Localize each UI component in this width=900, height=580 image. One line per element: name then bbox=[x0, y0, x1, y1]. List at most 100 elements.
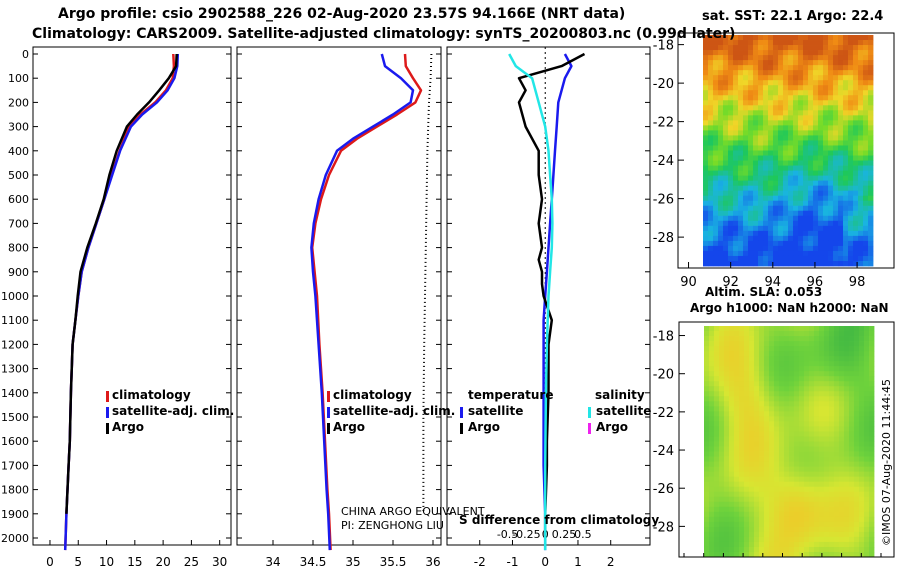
sst-cell bbox=[738, 120, 744, 126]
sst-cell bbox=[783, 230, 789, 237]
sla-cell bbox=[829, 551, 835, 558]
sla-cell bbox=[804, 411, 810, 417]
sst-cell bbox=[803, 140, 809, 146]
sst-cell bbox=[838, 110, 844, 116]
sla-cell bbox=[814, 456, 820, 462]
sla-cell bbox=[814, 541, 820, 548]
sla-cell bbox=[744, 516, 750, 523]
sla-cell bbox=[759, 406, 765, 412]
sst-cell bbox=[828, 105, 834, 111]
sst-cell bbox=[823, 175, 829, 182]
sst-cell bbox=[763, 60, 769, 66]
sla-cell bbox=[804, 516, 810, 523]
sla-cell bbox=[764, 521, 770, 528]
sst-cell bbox=[773, 220, 779, 227]
sst-cell bbox=[818, 210, 824, 217]
sla-cell bbox=[779, 386, 785, 392]
sst-cell bbox=[723, 95, 729, 101]
sla-cell bbox=[794, 531, 800, 538]
sst-cell bbox=[713, 45, 719, 51]
sla-cell bbox=[824, 376, 830, 382]
sst-cell bbox=[738, 100, 744, 106]
sst-cell bbox=[788, 170, 794, 177]
sst-cell bbox=[808, 95, 814, 101]
sst-cell bbox=[843, 120, 849, 126]
sla-cell bbox=[774, 421, 780, 427]
sla-cell bbox=[809, 456, 815, 462]
sst-cell bbox=[803, 55, 809, 61]
sst-cell bbox=[728, 155, 734, 161]
sst-cell bbox=[713, 240, 719, 247]
sst-cell bbox=[813, 195, 819, 202]
sla-cell bbox=[709, 401, 715, 407]
sst-cell bbox=[848, 60, 854, 66]
sla-cell bbox=[849, 336, 855, 342]
sst-cell bbox=[818, 220, 824, 227]
sla-cell bbox=[784, 501, 790, 508]
sst-cell bbox=[798, 85, 804, 91]
sst-cell bbox=[728, 240, 734, 247]
sst-cell bbox=[778, 190, 784, 197]
sst-cell bbox=[718, 170, 724, 177]
sst-cell bbox=[748, 140, 754, 146]
sst-cell bbox=[773, 200, 779, 207]
sst-cell bbox=[853, 110, 859, 116]
sla-cell bbox=[774, 516, 780, 523]
sla-cell bbox=[809, 516, 815, 523]
sla-cell bbox=[819, 491, 825, 498]
sst-cell bbox=[753, 130, 759, 136]
sla-cell bbox=[744, 551, 750, 558]
sla-cell bbox=[809, 476, 815, 483]
sla-cell bbox=[744, 441, 750, 447]
sla-cell bbox=[794, 496, 800, 503]
sst-cell bbox=[798, 220, 804, 227]
sst-cell bbox=[813, 255, 819, 262]
sla-cell bbox=[769, 371, 775, 377]
sla-cell bbox=[839, 351, 845, 357]
sla-cell bbox=[714, 436, 720, 442]
sla-cell bbox=[869, 406, 875, 412]
sla-cell bbox=[774, 481, 780, 488]
sst-cell bbox=[858, 240, 864, 247]
sst-cell bbox=[748, 260, 754, 267]
sla-map-subtitle: Argo h1000: NaN h2000: NaN bbox=[690, 301, 889, 315]
sst-cell bbox=[768, 230, 774, 237]
sst-cell bbox=[828, 255, 834, 262]
sla-cell bbox=[779, 361, 785, 367]
sla-cell bbox=[754, 431, 760, 437]
sst-cell bbox=[773, 215, 779, 222]
sla-cell bbox=[734, 351, 740, 357]
sla-cell bbox=[754, 501, 760, 508]
sla-cell bbox=[719, 506, 725, 513]
sst-cell bbox=[843, 60, 849, 66]
sst-cell bbox=[863, 230, 869, 237]
sla-cell bbox=[809, 386, 815, 392]
sla-cell bbox=[714, 461, 720, 468]
sst-cell bbox=[718, 235, 724, 242]
sst-cell bbox=[833, 55, 839, 61]
sla-cell bbox=[704, 346, 710, 352]
sst-cell bbox=[818, 125, 824, 131]
sst-cell bbox=[843, 165, 849, 171]
sst-cell bbox=[723, 120, 729, 126]
sla-cell bbox=[794, 421, 800, 427]
sla-cell bbox=[729, 391, 735, 397]
sla-cell bbox=[804, 446, 810, 452]
sla-cell bbox=[784, 361, 790, 367]
sla-cell bbox=[824, 416, 830, 422]
sla-cell bbox=[734, 466, 740, 473]
sla-cell bbox=[739, 411, 745, 417]
sst-cell bbox=[838, 85, 844, 91]
sst-cell bbox=[788, 140, 794, 146]
sst-cell bbox=[783, 60, 789, 66]
sst-cell bbox=[793, 210, 799, 217]
sst-cell bbox=[843, 110, 849, 116]
sla-cell bbox=[779, 501, 785, 508]
sla-cell bbox=[714, 366, 720, 372]
sla-cell bbox=[814, 431, 820, 437]
sst-cell bbox=[743, 190, 749, 197]
sst-cell bbox=[863, 150, 869, 156]
sla-cell bbox=[804, 551, 810, 558]
sla-cell bbox=[804, 491, 810, 498]
sst-cell bbox=[853, 60, 859, 66]
